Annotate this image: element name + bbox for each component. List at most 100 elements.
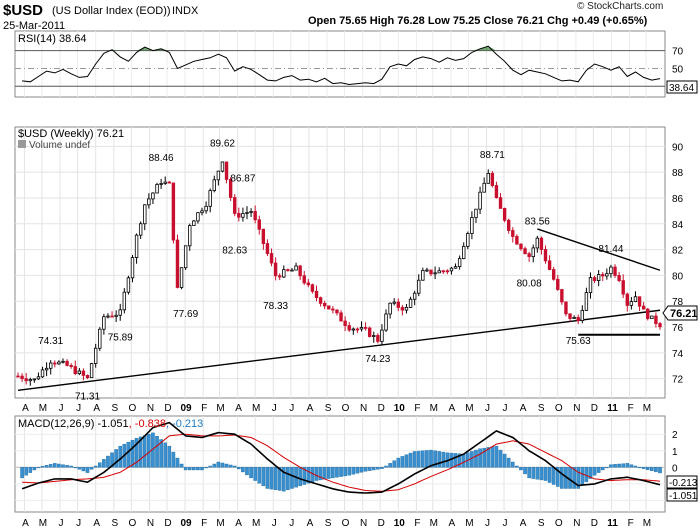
price-bar-body bbox=[621, 280, 625, 295]
x-tick-label: M bbox=[430, 403, 438, 414]
x-tick-label: A bbox=[307, 518, 314, 529]
macd-histogram-bar bbox=[371, 467, 376, 471]
price-bar-body bbox=[126, 277, 131, 293]
price-bar-body bbox=[654, 315, 658, 324]
price-bar-body bbox=[633, 296, 638, 303]
x-tick-label: 11 bbox=[607, 518, 618, 529]
price-bar-body bbox=[290, 269, 294, 272]
price-bar-body bbox=[16, 375, 20, 378]
macd-histogram-bar bbox=[629, 464, 634, 468]
x-tick-label: J bbox=[289, 403, 294, 414]
macd-histogram-bar bbox=[216, 461, 221, 468]
macd-histogram-bar bbox=[281, 467, 286, 492]
price-bar-body bbox=[53, 362, 57, 365]
rsi-overbought-fill bbox=[161, 48, 170, 51]
price-bar-body bbox=[412, 292, 417, 300]
x-tick-label: F bbox=[201, 403, 207, 414]
macd-histogram-bar bbox=[482, 447, 486, 468]
macd-histogram-bar bbox=[48, 464, 53, 468]
price-bar-body bbox=[560, 289, 564, 303]
macd-value: MACD(12,26,9) -1.051 bbox=[18, 418, 129, 430]
price-bar-body bbox=[253, 211, 257, 221]
price-annotation: 82.63 bbox=[222, 245, 247, 256]
price-bar-body bbox=[515, 236, 519, 245]
price-bar-body bbox=[188, 225, 192, 247]
macd-histogram-bar bbox=[605, 467, 609, 469]
macd-histogram-bar bbox=[609, 464, 613, 468]
x-tick-label: D bbox=[378, 403, 385, 414]
price-bar-body bbox=[421, 270, 425, 281]
price-bar-body bbox=[658, 323, 662, 328]
macd-histogram-bar bbox=[208, 465, 212, 468]
price-bar-body bbox=[380, 329, 384, 342]
price-tick-label: 82 bbox=[672, 246, 684, 257]
price-bar-body bbox=[249, 211, 253, 213]
price-annotation: 75.89 bbox=[108, 332, 133, 343]
price-bar-body bbox=[453, 266, 458, 269]
macd-histogram-bar bbox=[322, 467, 327, 480]
macd-histogram-bar bbox=[478, 448, 482, 468]
macd-histogram-bar bbox=[326, 467, 331, 479]
macd-histogram-bar bbox=[376, 467, 380, 470]
price-bar-body bbox=[466, 233, 470, 247]
price-bar-body bbox=[200, 210, 204, 214]
price-bar-body bbox=[617, 275, 621, 282]
macd-histogram-bar bbox=[412, 451, 417, 468]
macd-last-value: -1.051 bbox=[669, 491, 698, 502]
volume-legend-swatch bbox=[18, 140, 26, 148]
price-bar-body bbox=[269, 253, 274, 264]
x-tick-label: F bbox=[628, 518, 634, 529]
price-bar-body bbox=[363, 327, 368, 329]
x-tick-label: F bbox=[414, 403, 420, 414]
x-tick-label: O bbox=[555, 518, 563, 529]
macd-tick-label: 1 bbox=[672, 447, 678, 458]
macd-histogram-bar bbox=[650, 467, 654, 471]
price-bar-body bbox=[392, 301, 396, 304]
price-bar-body bbox=[106, 315, 110, 318]
macd-tick-label: 2 bbox=[672, 430, 678, 441]
price-bar-body bbox=[543, 249, 548, 262]
price-bar-body bbox=[502, 208, 507, 221]
price-bar-body bbox=[77, 370, 82, 375]
macd-histogram-bar bbox=[298, 467, 302, 487]
x-tick-label: A bbox=[22, 403, 29, 414]
price-bar-body bbox=[404, 306, 409, 311]
macd-histogram-bar bbox=[20, 467, 24, 479]
macd-histogram-bar bbox=[53, 463, 57, 468]
price-bar-body bbox=[547, 260, 552, 270]
price-gridlines bbox=[15, 127, 665, 398]
price-bar-body bbox=[228, 179, 233, 198]
x-tick-label: A bbox=[307, 403, 314, 414]
price-bar-body bbox=[572, 316, 576, 319]
macd-histogram-bar bbox=[355, 467, 360, 474]
x-tick-label: D bbox=[591, 518, 598, 529]
macd-histogram-bar bbox=[425, 450, 429, 468]
price-bar-body bbox=[367, 327, 372, 337]
macd-histogram-bar bbox=[192, 467, 196, 471]
price-bar-body bbox=[32, 378, 37, 381]
macd-histogram-bar bbox=[93, 465, 98, 468]
price-bar-body bbox=[613, 266, 617, 276]
price-bar-body bbox=[318, 297, 323, 304]
macd-histogram-bar bbox=[269, 467, 274, 490]
macd-histogram-bar bbox=[290, 467, 294, 489]
macd-histogram-bar bbox=[212, 463, 217, 468]
price-bar-body bbox=[40, 369, 45, 378]
macd-histogram-bar bbox=[461, 453, 466, 468]
price-bar-body bbox=[584, 292, 589, 311]
macd-histogram-bar bbox=[429, 449, 433, 468]
macd-histogram-bar bbox=[437, 451, 441, 468]
macd-histogram-bar bbox=[228, 464, 233, 468]
macd-histogram-bar bbox=[433, 450, 437, 468]
price-tick-label: 90 bbox=[672, 142, 684, 153]
price-bar-body bbox=[286, 269, 290, 272]
price-bar-body bbox=[28, 379, 32, 382]
price-bar-body bbox=[637, 296, 642, 307]
price-bar-body bbox=[486, 172, 490, 184]
price-bar-body bbox=[220, 161, 225, 172]
price-bar-body bbox=[417, 279, 421, 294]
x-tick-label: O bbox=[128, 403, 136, 414]
price-x-axis: A M J J A S O N D 09 F M A M J J A S O N D 10 F M A M J J A S O N D 11 F M bbox=[22, 403, 651, 414]
x-tick-label: J bbox=[289, 518, 294, 529]
macd-histogram-bar bbox=[28, 467, 33, 473]
